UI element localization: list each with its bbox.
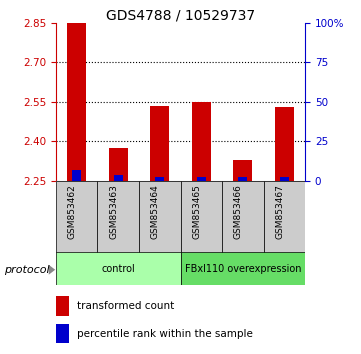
Bar	[264, 181, 305, 253]
Bar	[56, 181, 97, 253]
Text: GDS4788 / 10529737: GDS4788 / 10529737	[106, 9, 255, 23]
Bar	[222, 181, 264, 253]
Bar	[56, 296, 69, 315]
Bar	[234, 160, 252, 181]
Bar	[72, 170, 81, 181]
Text: transformed count: transformed count	[77, 301, 175, 311]
Bar	[180, 252, 305, 285]
Bar	[155, 177, 164, 181]
Bar	[68, 23, 86, 181]
Bar	[197, 177, 206, 181]
Text: GSM853463: GSM853463	[109, 184, 118, 239]
Text: percentile rank within the sample: percentile rank within the sample	[77, 329, 253, 339]
Text: protocol: protocol	[4, 265, 49, 275]
Bar	[275, 107, 293, 181]
Text: GSM853464: GSM853464	[151, 184, 160, 239]
Text: FBxl110 overexpression: FBxl110 overexpression	[184, 264, 301, 274]
Bar	[139, 181, 180, 253]
Bar	[280, 177, 289, 181]
Polygon shape	[49, 265, 55, 275]
Text: GSM853467: GSM853467	[275, 184, 284, 239]
Bar	[151, 106, 169, 181]
Bar	[56, 252, 180, 285]
Text: GSM853465: GSM853465	[192, 184, 201, 239]
Text: GSM853466: GSM853466	[234, 184, 243, 239]
Bar	[97, 181, 139, 253]
Bar	[238, 177, 247, 181]
Text: GSM853462: GSM853462	[68, 184, 77, 239]
Bar	[192, 102, 210, 181]
Bar	[114, 175, 123, 181]
Bar	[109, 148, 127, 181]
Bar	[56, 324, 69, 343]
Bar	[180, 181, 222, 253]
Text: control: control	[101, 264, 135, 274]
